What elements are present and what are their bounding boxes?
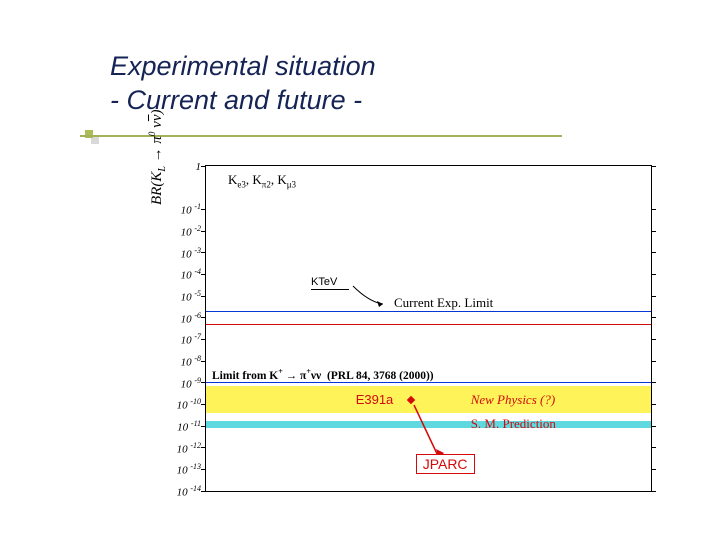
ytick-label: 10 -2 — [166, 224, 201, 239]
ytick — [201, 317, 206, 318]
ytick — [201, 361, 206, 362]
chart-container: BR(KL → π0 νν) Ke3, Kπ2, Kμ3 KTeV — [150, 155, 670, 505]
ytick — [201, 209, 206, 210]
kplus-limit-label: Limit from K+ → π+νν (PRL 84, 3768 (2000… — [212, 367, 434, 382]
ytick — [651, 209, 656, 210]
ytick — [201, 382, 206, 383]
ktev-limit-line-upper — [206, 311, 651, 312]
ytick — [651, 166, 656, 167]
ytick — [651, 361, 656, 362]
sm-label: S. M. Prediction — [471, 416, 556, 432]
ytick — [201, 426, 206, 427]
e391a-label: E391a — [356, 392, 394, 407]
ytick — [651, 447, 656, 448]
ytick-label: 10 -6 — [166, 311, 201, 326]
ytick — [201, 339, 206, 340]
ytick — [201, 491, 206, 492]
ktev-arrow-icon — [351, 284, 391, 314]
ytick-label: 10 -11 — [166, 419, 201, 434]
ytick — [651, 491, 656, 492]
ytick — [651, 296, 656, 297]
ktev-text: KTeV — [311, 276, 337, 288]
ytick — [651, 274, 656, 275]
ytick — [651, 252, 656, 253]
ktev-limit-line-lower — [206, 324, 651, 325]
ktev-label: KTeV — [311, 276, 349, 290]
ytick — [651, 426, 656, 427]
kplus-limit-line — [206, 382, 651, 383]
new-physics-label: New Physics (?) — [471, 392, 555, 408]
ytick — [651, 317, 656, 318]
ytick — [201, 231, 206, 232]
ytick — [201, 252, 206, 253]
ytick-label: 10 -1 — [166, 202, 201, 217]
ytick-label: 10 -4 — [166, 267, 201, 282]
ytick-label: 10 -9 — [166, 376, 201, 391]
ytick-label: 10 -10 — [166, 397, 201, 412]
slide-title: Experimental situation - Current and fut… — [110, 50, 376, 118]
ytick — [201, 166, 206, 167]
ytick-label: 10 -5 — [166, 289, 201, 304]
ytick-label: 10 -13 — [166, 462, 201, 477]
ytick — [651, 382, 656, 383]
kaon-modes-label: Ke3, Kπ2, Kμ3 — [228, 172, 296, 190]
ytick-label: 10 -3 — [166, 246, 201, 261]
ytick — [201, 274, 206, 275]
ytick — [201, 404, 206, 405]
ytick — [201, 447, 206, 448]
jparc-label: JPARC — [416, 454, 475, 474]
plot-area: Ke3, Kπ2, Kμ3 KTeV Current Exp. Limit Li… — [205, 165, 652, 492]
ktev-underline — [311, 289, 349, 290]
ytick — [651, 404, 656, 405]
ytick — [201, 296, 206, 297]
jparc-text: JPARC — [423, 456, 468, 472]
ytick-label: 10 -8 — [166, 354, 201, 369]
current-limit-label: Current Exp. Limit — [394, 295, 493, 311]
ytick-label: 10 -7 — [166, 332, 201, 347]
ytick — [651, 339, 656, 340]
ytick — [201, 469, 206, 470]
ytick — [651, 469, 656, 470]
ytick — [651, 231, 656, 232]
title-line1: Experimental situation — [110, 50, 376, 84]
slide-root: Experimental situation - Current and fut… — [0, 0, 720, 540]
ytick-label: 10 -14 — [166, 484, 201, 499]
ytick-label: 10 -12 — [166, 441, 201, 456]
ytick-label: 1 — [166, 161, 201, 173]
y-axis-title: BR(KL → π0 νν) — [147, 109, 168, 205]
